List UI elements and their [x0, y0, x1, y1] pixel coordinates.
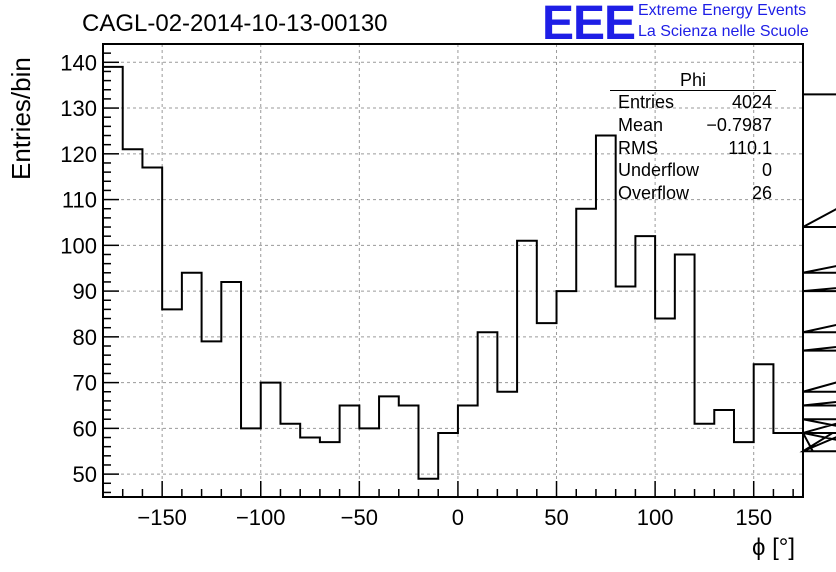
y-tick-label: 120 — [60, 142, 97, 167]
stats-value: 4024 — [731, 92, 772, 112]
stats-label: Underflow — [618, 160, 700, 181]
x-axis-label: ϕ [°] — [752, 534, 796, 561]
plot-frame — [102, 43, 804, 498]
logo-line-2: La Scienza nelle Scuole — [638, 23, 809, 40]
stats-label: Mean — [618, 114, 664, 135]
stats-row-rms: RMS 110.1 — [610, 137, 776, 160]
x-tick-label: 150 — [735, 505, 772, 530]
stats-label: RMS — [618, 137, 658, 158]
x-tick-label: 50 — [544, 505, 568, 530]
stats-title: Phi — [610, 70, 776, 91]
logo-line-1: Extreme Energy Events — [638, 2, 807, 19]
x-tick-label: −100 — [236, 505, 286, 530]
stats-row-entries: Entries 4024 — [610, 91, 776, 114]
stats-row-mean: Mean −0.7987 — [610, 114, 776, 137]
stats-box: Phi Entries 4024 Mean −0.7987 RMS 110.1 … — [610, 70, 776, 205]
x-tick-label: 0 — [452, 505, 464, 530]
y-tick-label: 130 — [60, 96, 97, 121]
x-tick-label: 100 — [637, 505, 674, 530]
x-tick-label: −50 — [341, 505, 378, 530]
stats-value: −0.7987 — [706, 114, 772, 135]
chart-title: CAGL-02-2014-10-13-00130 — [82, 10, 388, 37]
y-tick-label: 100 — [60, 233, 97, 258]
stats-label: Overflow — [618, 183, 690, 204]
stats-value: 0 — [761, 160, 772, 181]
stats-label: Entries — [618, 92, 675, 112]
y-tick-label: 110 — [62, 188, 97, 213]
eee-logo: EEE Extreme Energy Events La Scienza nel… — [542, 0, 832, 50]
stats-row-overflow: Overflow 26 — [610, 182, 776, 205]
y-tick-label: 70 — [73, 371, 97, 396]
stats-value: 26 — [751, 183, 772, 204]
stats-value: 110.1 — [728, 137, 772, 158]
stats-row-underflow: Underflow 0 — [610, 159, 776, 182]
y-tick-label: 60 — [73, 416, 97, 441]
y-tick-label: 90 — [73, 279, 97, 304]
y-tick-label: 80 — [73, 325, 97, 350]
y-tick-label: 140 — [60, 50, 97, 75]
x-tick-label: −150 — [137, 505, 187, 530]
y-tick-label: 50 — [73, 462, 97, 487]
logo-mark: EEE — [542, 0, 636, 50]
